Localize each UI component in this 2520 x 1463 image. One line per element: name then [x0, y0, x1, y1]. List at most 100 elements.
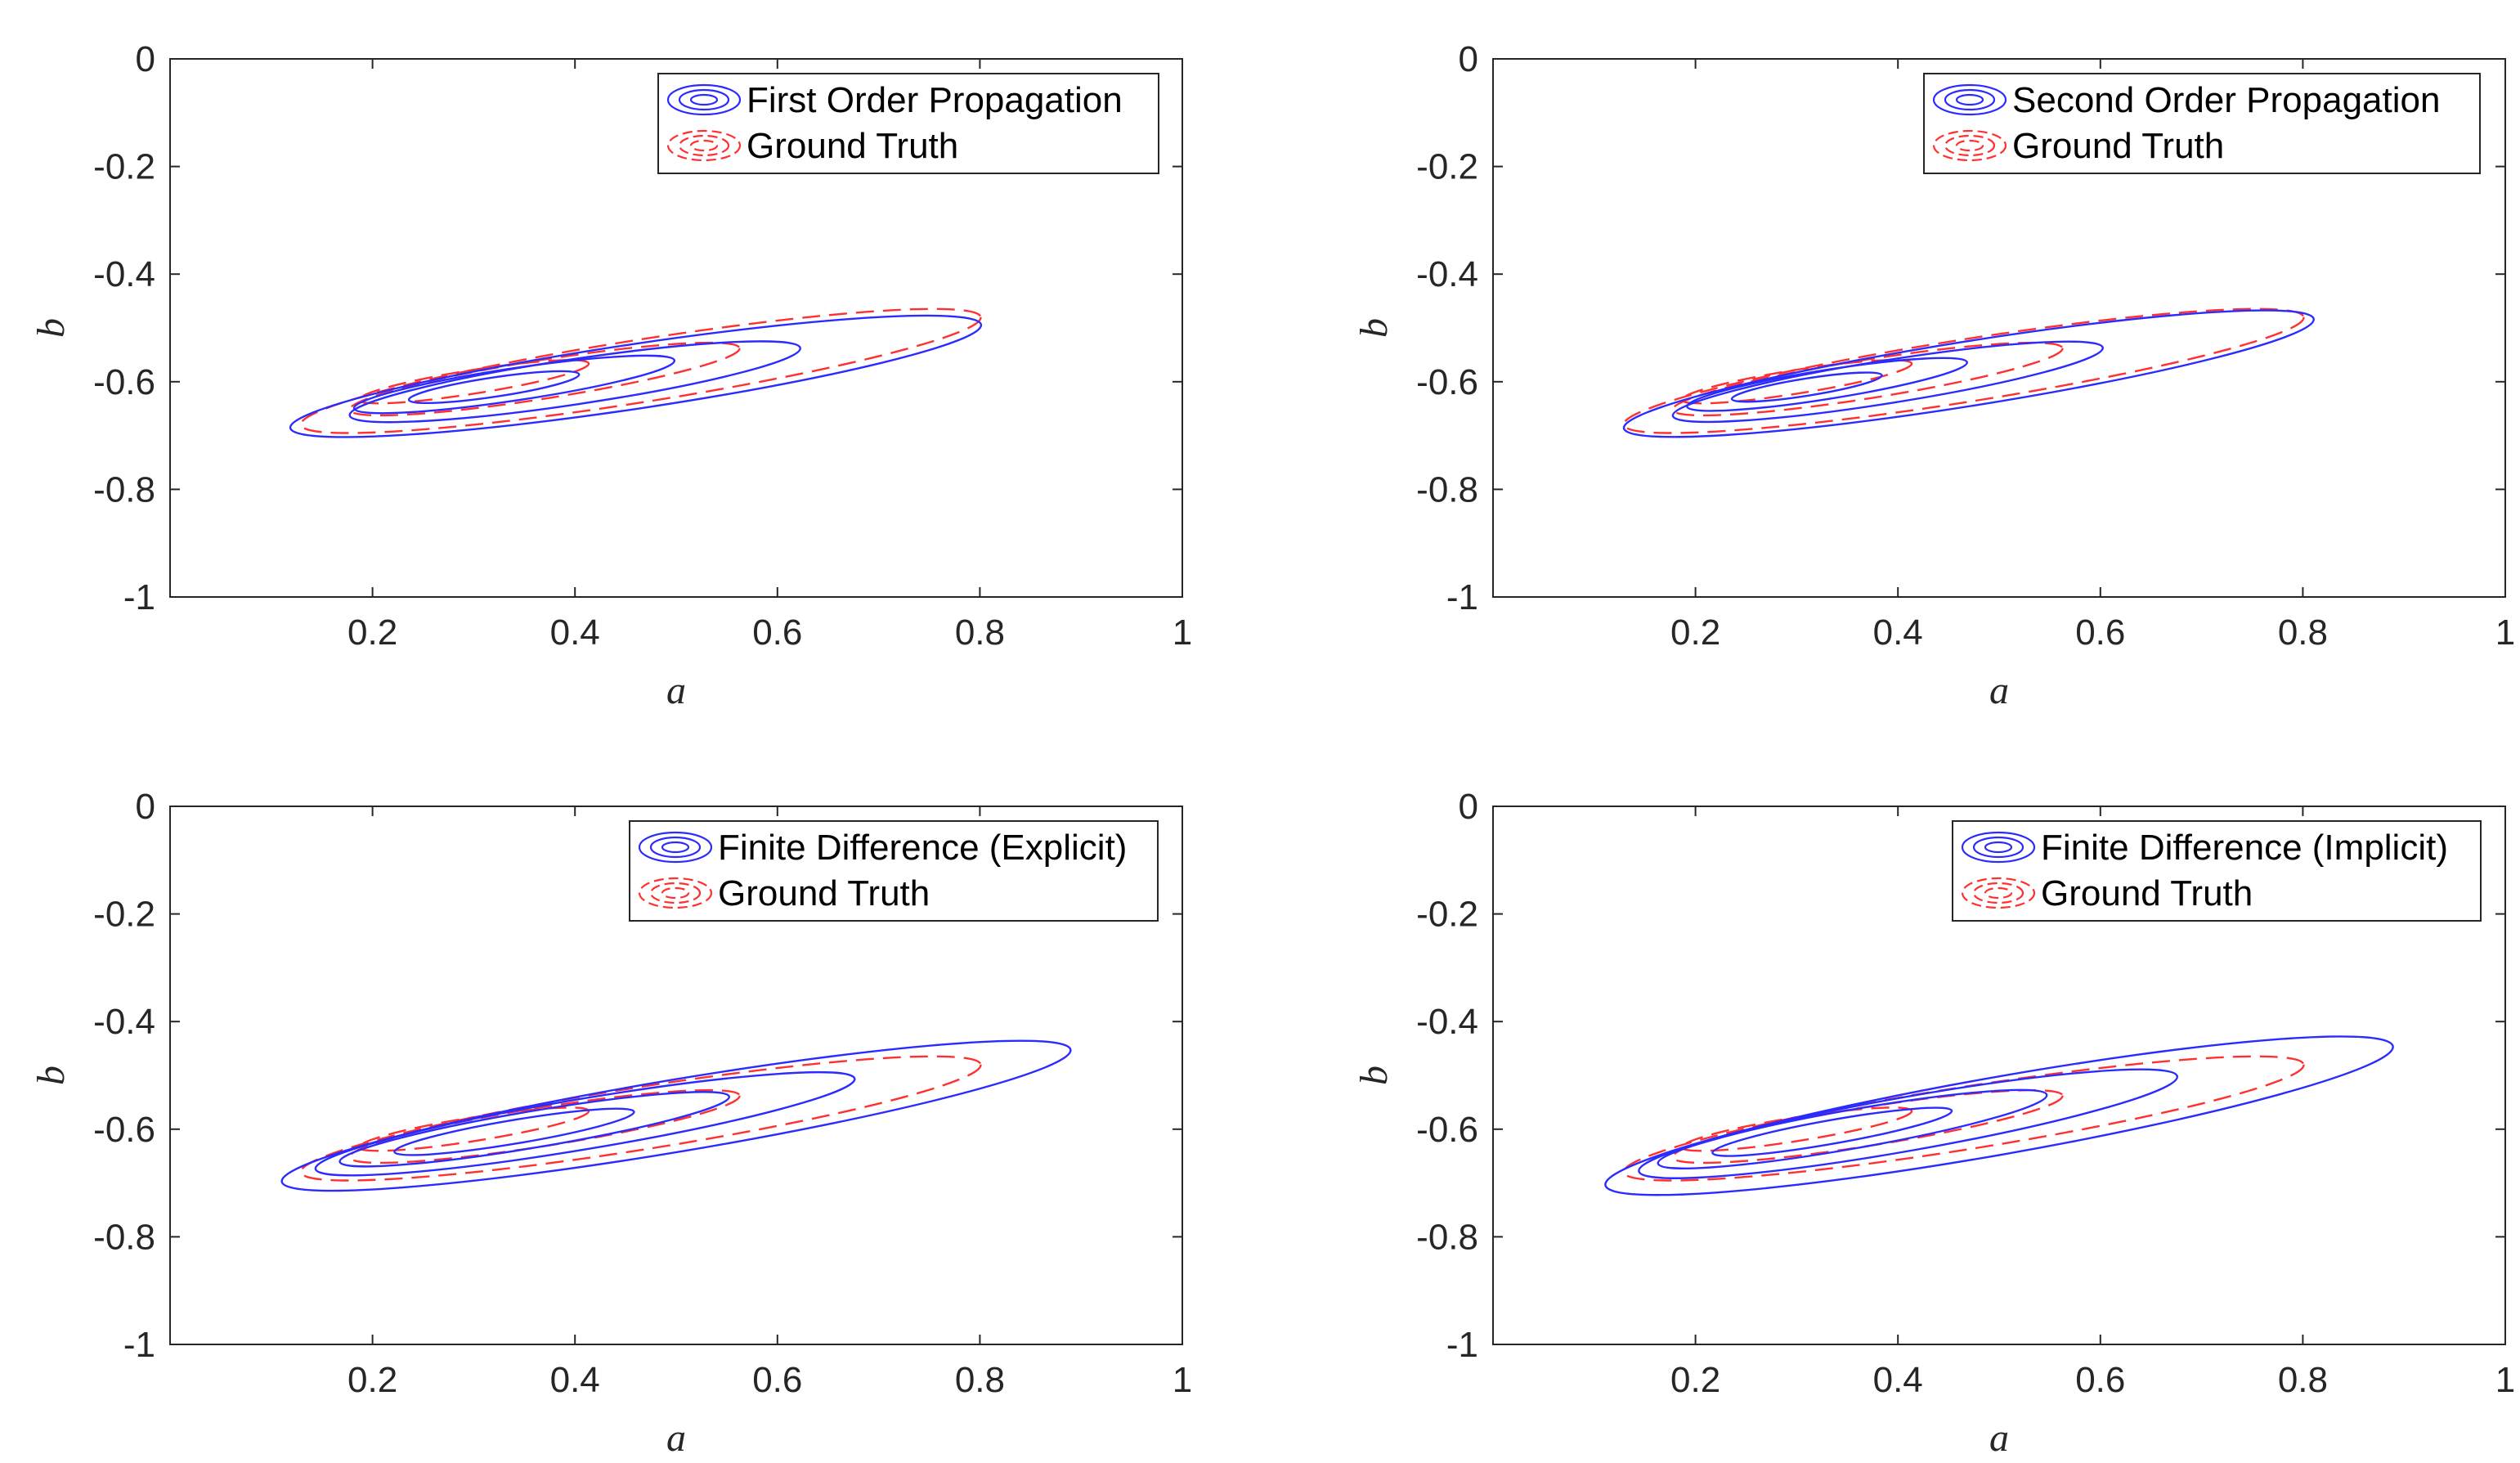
y-tick-label: -0.4: [1416, 254, 1478, 294]
y-axis-label: b: [29, 1066, 73, 1085]
plot-frame: [169, 806, 1183, 1345]
ground-truth-contour-3: [1680, 359, 1913, 405]
y-tick-label: -1: [1446, 1325, 1478, 1365]
y-tick-label: -0.2: [93, 147, 155, 187]
legend: Finite Difference (Implicit) Ground Truth: [1952, 820, 2482, 922]
x-axis-label: a: [666, 1416, 686, 1460]
x-tick-label: 0.4: [550, 1360, 600, 1400]
ground-truth-contour-1: [1622, 307, 2305, 434]
plot-frame: [1492, 806, 2506, 1345]
legend-model-label: First Order Propagation: [747, 80, 1123, 120]
chart-panel-2: 0.2 0.4 0.6 0.8 1 0 -0.2 -0.4 -0.6 -0.8 -1 a b Second…: [1352, 39, 2515, 712]
x-tick-label: 0.8: [2278, 613, 2328, 653]
x-tick-label: 0.8: [955, 613, 1005, 653]
legend-model-icon: [1932, 83, 2007, 116]
chart-panel-4: 0.2 0.4 0.6 0.8 1 0 -0.2 -0.4 -0.6 -0.8 -1 a b Finite…: [1352, 787, 2515, 1460]
model-contour-4: [1711, 1106, 1953, 1157]
ground-truth-contour-3: [357, 359, 590, 405]
model-contour-2: [348, 340, 801, 424]
legend-ground-truth-icon: [638, 877, 713, 909]
y-tick-label: -0.6: [93, 362, 155, 402]
ground-truth-contour-2: [348, 341, 741, 417]
y-tick-label: -0.2: [1416, 147, 1478, 187]
y-axis-label: b: [29, 318, 73, 338]
y-tick-label: -0.6: [1416, 1110, 1478, 1150]
ground-truth-contour-1: [299, 307, 982, 434]
model-contour-4: [407, 370, 581, 405]
x-tick-label: 0.2: [348, 613, 397, 653]
y-tick-label: -0.8: [93, 1217, 155, 1257]
x-tick-label: 0.8: [2278, 1360, 2328, 1400]
model-contour-2: [314, 1070, 856, 1177]
model-contour-1: [1622, 309, 2315, 438]
x-tick-label: 0.4: [550, 613, 600, 653]
model-contour-3: [352, 354, 676, 415]
legend-ground-truth-icon: [1961, 877, 2036, 909]
legend-ground-truth-label: Ground Truth: [2012, 126, 2224, 166]
x-tick-label: 1: [2495, 613, 2515, 653]
y-axis-label: b: [1352, 318, 1396, 338]
y-tick-label: 0: [136, 787, 155, 827]
y-tick-label: -0.2: [1416, 895, 1478, 935]
y-tick-label: 0: [136, 39, 155, 79]
y-tick-label: -0.6: [93, 1110, 155, 1150]
y-tick-label: -0.8: [1416, 1217, 1478, 1257]
y-tick-label: -0.2: [93, 895, 155, 935]
x-tick-label: 0.2: [1670, 613, 1720, 653]
x-tick-label: 0.6: [2075, 613, 2125, 653]
ground-truth-contour-1: [299, 1055, 982, 1182]
legend-ground-truth-icon: [1932, 129, 2007, 162]
y-tick-label: -0.6: [1416, 362, 1478, 402]
model-contour-1: [289, 314, 983, 438]
legend-ground-truth-label: Ground Truth: [2041, 873, 2253, 913]
plot-frame: [169, 58, 1183, 598]
plot-frame: [1492, 58, 2506, 598]
y-tick-label: -0.4: [93, 1002, 155, 1042]
legend-model-label: Finite Difference (Explicit): [718, 828, 1127, 868]
x-tick-label: 0.4: [1873, 1360, 1923, 1400]
legend-ground-truth-label: Ground Truth: [747, 126, 958, 166]
contour-group: [289, 307, 983, 438]
y-axis-label: b: [1352, 1066, 1396, 1085]
legend-model-icon: [1961, 831, 2036, 864]
x-tick-label: 1: [2495, 1360, 2515, 1400]
legend: Finite Difference (Explicit) Ground Truth: [629, 820, 1159, 922]
contour-group: [280, 1039, 1072, 1192]
legend-model-label: Second Order Propagation: [2012, 80, 2440, 120]
x-tick-label: 0.2: [348, 1360, 397, 1400]
model-contour-4: [393, 1107, 635, 1156]
model-contour-1: [1604, 1035, 2394, 1196]
model-contour-3: [1657, 1088, 2048, 1169]
y-tick-label: -1: [123, 1325, 155, 1365]
model-contour-4: [1730, 371, 1883, 403]
ground-truth-contour-2: [348, 1088, 741, 1165]
y-tick-label: -0.4: [93, 254, 155, 294]
x-axis-label: a: [666, 669, 686, 712]
ground-truth-contour-2: [1671, 341, 2064, 417]
x-axis-label: a: [1989, 669, 2009, 712]
legend-ground-truth-label: Ground Truth: [718, 873, 930, 913]
x-tick-label: 0.4: [1873, 613, 1923, 653]
x-tick-label: 0.8: [955, 1360, 1005, 1400]
y-tick-label: -1: [1446, 577, 1478, 617]
ground-truth-contour-2: [1671, 1088, 2064, 1165]
model-contour-1: [280, 1039, 1072, 1192]
x-tick-label: 0.6: [2075, 1360, 2125, 1400]
contour-group: [1622, 307, 2315, 438]
legend: Second Order Propagation Ground Truth: [1923, 73, 2481, 174]
x-tick-label: 1: [1173, 1360, 1192, 1400]
contour-group: [1604, 1035, 2394, 1196]
x-tick-label: 0.6: [752, 613, 802, 653]
y-tick-label: 0: [1459, 39, 1478, 79]
y-tick-label: 0: [1459, 787, 1478, 827]
x-tick-label: 0.6: [752, 1360, 802, 1400]
legend-model-icon: [666, 83, 742, 116]
chart-panel-3: 0.2 0.4 0.6 0.8 1 0 -0.2 -0.4 -0.6 -0.8 -1 a b Finite…: [29, 787, 1192, 1460]
model-contour-2: [1671, 340, 2104, 424]
y-tick-label: -0.8: [1416, 469, 1478, 509]
chart-panel-1: 0.2 0.4 0.6 0.8 1 0 -0.2 -0.4 -0.6 -0.8 -1 a b First …: [29, 39, 1192, 712]
x-axis-label: a: [1989, 1416, 2009, 1460]
legend-model-label: Finite Difference (Implicit): [2041, 828, 2448, 868]
legend-model-icon: [638, 831, 713, 864]
